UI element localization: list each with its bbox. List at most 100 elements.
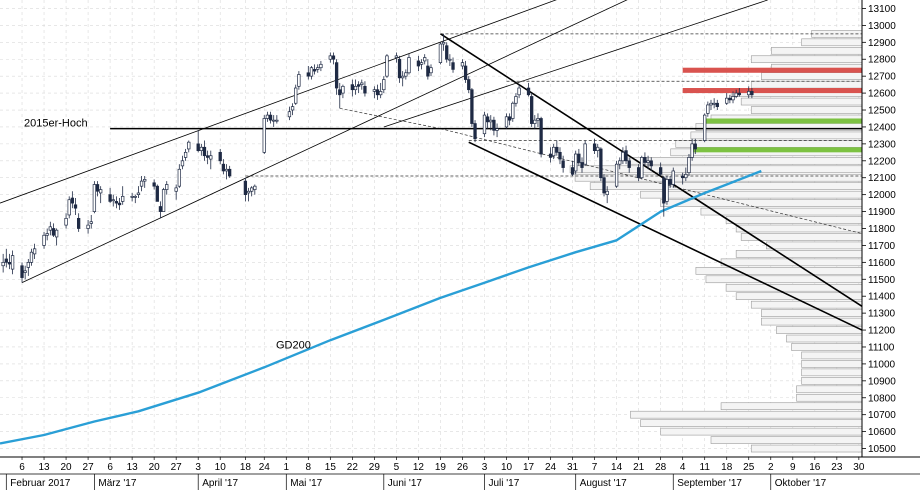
candle <box>394 52 399 63</box>
candle <box>262 115 266 155</box>
y-tick-label: 11200 <box>868 326 896 337</box>
candle-body-up <box>709 102 713 106</box>
candle <box>187 140 191 153</box>
candle <box>174 184 178 200</box>
candle-body-up <box>139 180 144 187</box>
volume-profile-bar <box>720 402 863 411</box>
candle <box>511 101 515 122</box>
candle-body-up <box>614 163 619 187</box>
x-tick-label: 18 <box>721 462 733 473</box>
volume-profile-bar <box>569 165 863 174</box>
candle-body-up <box>574 153 578 172</box>
y-tick-label: 12100 <box>868 173 896 184</box>
month-label: August '17 <box>580 478 627 489</box>
candle <box>530 93 534 127</box>
candle <box>158 201 163 219</box>
x-tick-label: 7 <box>592 462 598 473</box>
candle <box>4 248 8 268</box>
volume-profile-bar <box>750 106 863 114</box>
candle <box>580 157 584 173</box>
volume-profile-bar <box>630 157 863 165</box>
candle-body-up <box>89 221 93 224</box>
candle <box>76 213 81 232</box>
candle-body-up <box>328 55 332 60</box>
gd200-line <box>0 169 762 445</box>
x-tick-label: 23 <box>831 462 843 473</box>
candle-body-down <box>668 179 672 185</box>
candle-body-up <box>448 58 452 61</box>
volume-profile-bar <box>725 216 863 224</box>
candle-body-up <box>275 119 279 122</box>
candle <box>561 155 565 173</box>
candle-body-down <box>539 118 543 155</box>
volume-profile-bar <box>710 436 863 444</box>
candle <box>706 101 710 117</box>
x-tick-label: 30 <box>853 462 865 473</box>
candle-body-up <box>177 168 181 187</box>
month-label: Mai '17 <box>290 478 322 489</box>
volume-profile-bar <box>660 427 863 436</box>
candle <box>643 152 647 166</box>
candle <box>253 184 257 195</box>
candle-body-down <box>331 55 336 60</box>
channel-lines <box>0 0 768 284</box>
candle <box>70 191 75 209</box>
candle <box>42 231 46 249</box>
candle <box>20 262 24 283</box>
candle <box>482 111 487 138</box>
candle <box>489 115 493 131</box>
candle <box>130 192 134 202</box>
resistance-zone <box>682 88 862 94</box>
candle-body-down <box>715 102 719 107</box>
candle <box>205 150 210 165</box>
candle <box>111 194 115 207</box>
candle <box>731 91 735 104</box>
candle <box>48 221 52 236</box>
candle <box>7 253 12 270</box>
candle-body-up <box>596 146 600 151</box>
candle-body-down <box>375 89 380 96</box>
volume-profile-bar <box>735 224 863 233</box>
candle-body-down <box>445 45 449 60</box>
candle <box>416 55 421 72</box>
candle <box>363 81 367 97</box>
candle-body-down <box>643 157 647 163</box>
candle <box>92 181 97 214</box>
candle <box>463 60 468 83</box>
candle <box>536 113 540 127</box>
candle-body-down <box>463 65 468 80</box>
candle <box>161 187 166 212</box>
candle-body-up <box>45 233 49 236</box>
candle <box>401 71 405 87</box>
volume-profile-bar <box>761 317 863 326</box>
candle <box>570 160 575 177</box>
candle <box>1 253 5 273</box>
candle-body-down <box>312 69 317 72</box>
candle-body-up <box>265 114 270 119</box>
candle-body-down <box>51 228 56 236</box>
candle-body-up <box>262 118 266 153</box>
candle-body-down <box>681 175 685 179</box>
candle-body-up <box>401 75 405 79</box>
x-axis: 6 13 20 27 6 13 20 27 3 10 18 24 1 8 15 22 29 5 12 19 26 3 10 1… <box>0 456 920 490</box>
candle-body-down <box>196 143 200 151</box>
candle <box>319 60 323 72</box>
candle <box>681 172 685 185</box>
candle-body-down <box>451 62 455 70</box>
support-zone <box>704 118 862 124</box>
volume-profile-bar <box>791 343 863 351</box>
x-tick-label: 6 <box>19 462 25 473</box>
candle <box>379 82 383 99</box>
x-tick-label: 5 <box>394 462 400 473</box>
candle <box>95 181 100 197</box>
candle-body-up <box>482 114 487 135</box>
volume-profile-bar <box>750 444 863 453</box>
candle-body-down <box>548 153 553 158</box>
candle <box>599 147 603 182</box>
candle-body-up <box>640 157 644 179</box>
candle <box>621 147 625 165</box>
candle-body-up <box>618 160 622 165</box>
candle <box>360 79 364 90</box>
candle-body-up <box>703 114 707 141</box>
